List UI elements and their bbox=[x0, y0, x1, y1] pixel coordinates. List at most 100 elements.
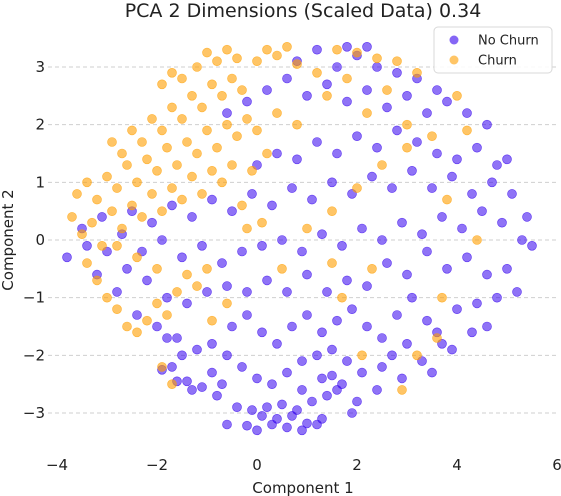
data-point bbox=[332, 62, 342, 72]
data-point bbox=[332, 44, 342, 55]
data-point bbox=[397, 373, 407, 384]
data-point bbox=[437, 292, 447, 303]
data-point bbox=[322, 79, 332, 90]
data-point bbox=[327, 344, 337, 355]
data-point bbox=[212, 142, 222, 153]
data-point bbox=[447, 171, 457, 182]
data-point bbox=[192, 344, 202, 355]
data-point bbox=[177, 194, 187, 205]
data-point bbox=[227, 206, 237, 216]
data-point bbox=[182, 137, 192, 147]
data-point bbox=[202, 287, 212, 297]
data-point bbox=[282, 367, 292, 378]
data-point bbox=[227, 160, 237, 170]
legend-box bbox=[433, 26, 553, 74]
legend: No Churn Churn bbox=[433, 26, 553, 74]
data-point bbox=[492, 160, 502, 170]
data-point bbox=[317, 373, 327, 384]
data-point bbox=[462, 252, 472, 263]
data-point bbox=[427, 367, 437, 378]
data-point bbox=[397, 385, 407, 395]
data-point bbox=[182, 269, 192, 280]
data-point bbox=[477, 206, 487, 216]
data-point bbox=[377, 333, 387, 343]
data-point bbox=[272, 413, 282, 424]
data-point bbox=[122, 160, 132, 170]
data-point bbox=[167, 183, 177, 193]
data-point bbox=[237, 246, 247, 257]
x-tick-label: 4 bbox=[452, 456, 462, 474]
data-point bbox=[137, 212, 147, 222]
data-point bbox=[407, 166, 417, 176]
data-point bbox=[72, 189, 82, 199]
data-point bbox=[287, 183, 297, 193]
data-point bbox=[362, 108, 372, 118]
data-point bbox=[297, 356, 307, 366]
data-point bbox=[222, 119, 232, 130]
data-point bbox=[282, 73, 292, 84]
data-point bbox=[317, 413, 327, 424]
series-churn bbox=[67, 41, 482, 395]
data-point bbox=[367, 171, 377, 182]
y-tick-label: −2 bbox=[23, 346, 45, 364]
data-point bbox=[347, 408, 357, 418]
data-point bbox=[147, 189, 157, 199]
data-point bbox=[352, 183, 362, 193]
data-points bbox=[62, 41, 537, 436]
data-point bbox=[322, 390, 332, 401]
data-point bbox=[232, 131, 242, 141]
data-point bbox=[312, 350, 322, 361]
x-axis-ticks: −4 −2 0 2 4 6 bbox=[46, 456, 561, 474]
data-point bbox=[62, 252, 72, 263]
data-point bbox=[262, 275, 272, 286]
data-point bbox=[167, 362, 177, 372]
y-tick-label: −3 bbox=[23, 404, 45, 422]
data-point bbox=[107, 137, 117, 147]
data-point bbox=[482, 321, 492, 332]
data-point bbox=[202, 125, 212, 136]
data-point bbox=[472, 142, 482, 153]
data-point bbox=[282, 422, 292, 433]
data-point bbox=[427, 183, 437, 193]
data-point bbox=[112, 183, 122, 193]
data-point bbox=[167, 200, 177, 211]
data-point bbox=[242, 223, 252, 234]
data-point bbox=[257, 411, 267, 421]
data-point bbox=[492, 292, 502, 303]
data-point bbox=[167, 379, 177, 390]
data-point bbox=[312, 68, 322, 78]
data-point bbox=[257, 327, 267, 338]
data-point bbox=[342, 41, 352, 52]
data-point bbox=[177, 350, 187, 361]
data-point bbox=[197, 241, 207, 251]
data-point bbox=[337, 292, 347, 303]
data-point bbox=[262, 85, 272, 95]
data-point bbox=[192, 148, 202, 159]
data-point bbox=[442, 194, 452, 205]
data-point bbox=[402, 142, 412, 153]
data-point bbox=[172, 160, 182, 170]
data-point bbox=[302, 310, 312, 320]
data-point bbox=[307, 194, 317, 205]
data-point bbox=[402, 338, 412, 349]
data-point bbox=[512, 287, 522, 297]
data-point bbox=[192, 281, 202, 291]
data-point bbox=[102, 292, 112, 303]
data-point bbox=[272, 148, 282, 159]
data-point bbox=[432, 85, 442, 95]
data-point bbox=[382, 85, 392, 95]
data-point bbox=[287, 411, 297, 421]
data-point bbox=[97, 241, 107, 251]
data-point bbox=[422, 108, 432, 118]
data-point bbox=[462, 108, 472, 118]
data-point bbox=[377, 362, 387, 372]
data-point bbox=[242, 114, 252, 124]
data-point bbox=[127, 125, 137, 136]
data-point bbox=[232, 53, 242, 64]
data-point bbox=[247, 166, 257, 176]
data-point bbox=[352, 47, 362, 58]
data-point bbox=[122, 263, 132, 274]
legend-label-churn: Churn bbox=[478, 54, 517, 69]
data-point bbox=[282, 41, 292, 52]
data-point bbox=[362, 281, 372, 291]
